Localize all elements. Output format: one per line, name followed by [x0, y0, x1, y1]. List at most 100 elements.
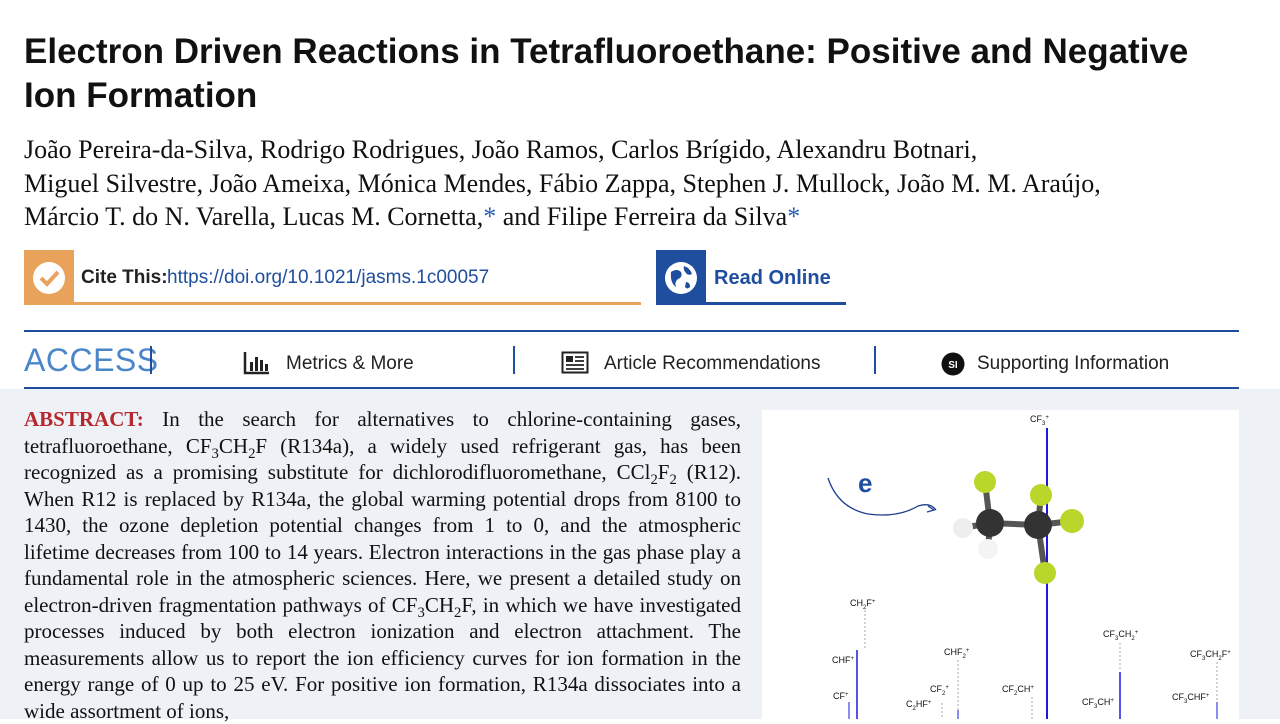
text-run: CF [930, 684, 942, 694]
access-label: ACCESS [24, 342, 159, 378]
author-line: João Pereira-da-Silva, Rodrigo Rodrigues… [24, 133, 1101, 167]
text-run: and Filipe Ferreira da Silva [496, 202, 788, 231]
text-run: Márcio T. do N. Varella, Lucas M. Cornet… [24, 202, 484, 231]
si-icon: SI [941, 352, 965, 376]
superscript: + [1110, 698, 1114, 704]
text-run: CH [1017, 684, 1030, 694]
text-run: Miguel Silvestre, João Ameixa, Mónica Me… [24, 168, 1101, 198]
si-badge: SI [948, 360, 958, 371]
text-run: CHF [832, 655, 851, 665]
recommendations-icon [561, 351, 589, 374]
subscript: 3 [211, 445, 219, 462]
peak-label: C2HF+ [906, 699, 932, 712]
text-run: CF [1082, 697, 1094, 707]
subscript: 2 [1218, 656, 1222, 662]
spectrum-guides [864, 610, 1218, 719]
text-run: F [1222, 649, 1228, 659]
text-run: CF [1002, 684, 1014, 694]
peak-label: CHF+ [832, 655, 855, 665]
separator [513, 346, 515, 374]
tab[interactable]: Metrics & More [286, 353, 414, 374]
check-icon [33, 262, 65, 294]
subscript: 3 [417, 604, 425, 621]
text-run: CF [1030, 414, 1042, 424]
superscript: + [1227, 650, 1231, 656]
peak-label: CF3CH2F+ [1190, 649, 1231, 662]
tab[interactable]: Supporting Information [977, 353, 1170, 374]
text-run: F, in which we have investigated process… [24, 592, 741, 723]
text-run: (R12). When R12 is replaced by R134a, th… [24, 460, 741, 617]
abstract: ABSTRACT: In the search for alternatives… [24, 406, 741, 724]
subscript: 2 [942, 691, 946, 697]
read-online-label: Read Online [714, 267, 831, 289]
text-run: CH [424, 592, 454, 617]
text-run: João Pereira-da-Silva, Rodrigo Rodrigues… [24, 135, 978, 164]
doi-link[interactable]: https://doi.org/10.1021/jasms.1c00057 [167, 267, 490, 288]
superscript: + [1030, 685, 1034, 691]
text-run: F (R134a), a widely used refrigerant gas… [24, 433, 741, 485]
arrow-head [926, 505, 936, 513]
peak-label: CF+ [833, 691, 849, 701]
peak-label: CF2CH+ [1002, 684, 1034, 697]
text-run: HF [916, 699, 928, 709]
superscript: + [945, 685, 949, 691]
separator [874, 346, 876, 374]
subscript: 2 [1014, 691, 1018, 697]
text-run: CHF [944, 647, 963, 657]
globe [665, 262, 697, 294]
superscript: + [1206, 693, 1210, 699]
superscript: + [845, 692, 849, 698]
text-run: F [657, 460, 670, 484]
peak-label: CHF2+ [944, 647, 970, 660]
peak-label: CF3CH+ [1082, 697, 1114, 710]
superscript: + [928, 700, 932, 706]
peak-label: CF3CHF+ [1172, 692, 1210, 705]
electron-path [827, 477, 937, 516]
read-online[interactable]: Read Online [656, 250, 846, 305]
spectrum-peaks [848, 428, 1218, 719]
subscript: 3 [1115, 636, 1119, 642]
text-run: C [906, 699, 913, 709]
peak-label: CH2F+ [850, 598, 876, 611]
globe-icon [656, 250, 706, 305]
text-run: CHF [1187, 692, 1206, 702]
corresponding-mark: * [787, 202, 801, 231]
subscript: 3 [1094, 704, 1098, 710]
text-run: CH [1118, 629, 1131, 639]
author-line: Márcio T. do N. Varella, Lucas M. Cornet… [24, 200, 1101, 234]
superscript: + [872, 599, 876, 605]
author-line: Miguel Silvestre, João Ameixa, Mónica Me… [24, 167, 1101, 201]
abstract-label: ABSTRACT: [24, 407, 144, 431]
text-run: CH [218, 433, 249, 458]
tab[interactable]: Article Recommendations [604, 353, 821, 374]
superscript: + [966, 648, 970, 654]
subscript: 2 [1131, 636, 1135, 642]
toc-graphic: e CF3+CH2F+CHF+CF+CHF2+CF2+C2HF+CF2CH+CF… [762, 410, 1239, 719]
subscript: 2 [913, 706, 917, 712]
text-run: CH [1097, 697, 1110, 707]
electron-label: e [858, 468, 872, 498]
corresponding-mark: * [483, 202, 497, 231]
text-run: CF [1172, 692, 1184, 702]
text-run: F [866, 598, 872, 608]
subscript: 2 [963, 654, 967, 660]
subscript: 3 [1184, 699, 1188, 705]
atoms [953, 471, 1084, 584]
subscript: 2 [454, 604, 462, 621]
superscript: + [1135, 630, 1139, 636]
tab-bar: ACCESS Metrics & More Article Recommenda… [24, 330, 1239, 389]
author-list: João Pereira-da-Silva, Rodrigo Rodrigues… [24, 133, 1101, 234]
text-run: CF [833, 691, 845, 701]
article-title: Electron Driven Reactions in Tetrafluoro… [24, 32, 1189, 115]
subscript: 3 [1202, 656, 1206, 662]
subscript: 3 [1042, 421, 1046, 427]
text-run: CF [1190, 649, 1202, 659]
cite-label: Cite This: [81, 267, 168, 288]
text-run: CH [850, 598, 863, 608]
superscript: + [851, 656, 855, 662]
subscript: 2 [669, 472, 677, 489]
subscript: 2 [248, 445, 256, 462]
separator [150, 346, 152, 374]
